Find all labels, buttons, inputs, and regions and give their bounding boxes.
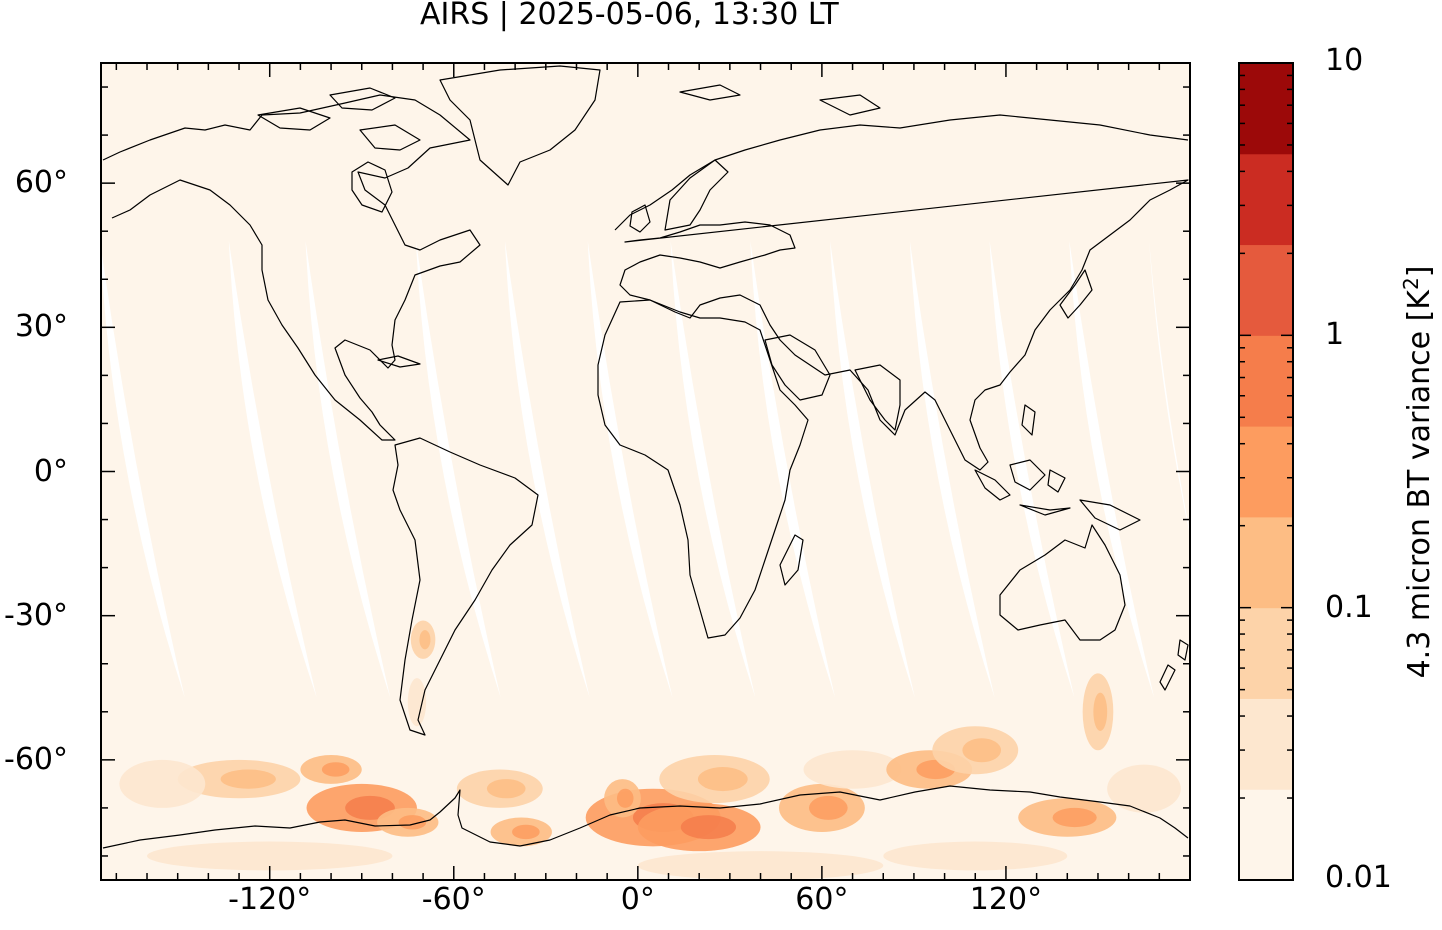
colorbar-tick-label: 1 [1325, 317, 1345, 353]
x-tick-label: -60° [421, 882, 486, 917]
variance-core [697, 767, 748, 792]
colorbar-band [1239, 789, 1293, 881]
colorbar-band [1239, 516, 1293, 609]
colorbar-ticks [1239, 74, 1293, 881]
colorbar-tick-label: 0.01 [1325, 860, 1392, 895]
variance-patch [407, 678, 427, 727]
y-tick-label: 30° [14, 309, 68, 345]
x-tick-label: 60° [795, 882, 849, 917]
variance-core [220, 769, 276, 789]
coastline-philippines [1021, 404, 1036, 436]
coastline-cuba [377, 355, 421, 368]
variance-core [1052, 807, 1097, 828]
variance-core [321, 762, 350, 777]
variance-core [486, 779, 526, 799]
variance-patch [1107, 764, 1181, 813]
colorbar-band [1239, 426, 1293, 518]
coastline-greenland [439, 65, 601, 186]
coastline-arctic-islands [257, 84, 881, 151]
coastline-antarctica [102, 785, 1189, 849]
coastline-scandinavia [664, 159, 729, 231]
coastline-maritime-continent [974, 459, 1141, 531]
coastline-india [854, 364, 901, 431]
colorbar-band [1239, 335, 1293, 427]
coastline-hudson-bay [351, 161, 393, 213]
variance-core [419, 630, 431, 650]
colorbar-band [1239, 63, 1293, 155]
coastline-australia [999, 524, 1126, 641]
plot-title: AIRS | 2025-05-06, 13:30 LT [420, 0, 839, 32]
colorbar-band [1239, 607, 1293, 699]
coastline-british-isles [629, 204, 651, 233]
variance-core [512, 824, 540, 840]
coastline-africa [597, 299, 809, 639]
colorbar-band [1239, 153, 1293, 246]
variance-core [1093, 692, 1108, 732]
y-tick-label: 60° [14, 165, 68, 201]
colorbar-label: 4.3 micron BT variance [K2] [1399, 265, 1437, 679]
variance-core [962, 738, 1002, 763]
variance-core [680, 815, 736, 840]
coastline-arabia [764, 334, 831, 401]
variance-core [809, 795, 848, 820]
coastline-south-america [392, 437, 539, 736]
variance-core [345, 795, 395, 820]
y-tick-label: -30° [4, 597, 68, 633]
x-tick-label: 0° [620, 882, 655, 917]
x-tick-label: 120° [969, 882, 1043, 917]
coastline-japan [1059, 269, 1093, 319]
y-tick-label: 0° [33, 453, 68, 489]
variance-patch [147, 841, 393, 871]
variance-patch [883, 841, 1068, 871]
y-tick-label: -60° [4, 741, 68, 777]
coastline-madagascar [779, 534, 804, 586]
colorbar-frame [1238, 62, 1294, 881]
coastline-new-zealand [1159, 639, 1189, 691]
x-tick-label: -120° [228, 882, 312, 917]
map-axis-ticks [101, 63, 1191, 880]
variance-core [398, 815, 427, 830]
variance-patch [119, 759, 206, 808]
coastline-layer [102, 65, 1189, 849]
coastline-north-america [102, 94, 481, 441]
coastline-eurasia [614, 114, 1189, 471]
colorbar-tick-label: 10 [1325, 43, 1364, 78]
colorbar-tick-label: 0.1 [1325, 589, 1373, 625]
variance-core [616, 788, 634, 808]
colorbar-band [1239, 698, 1293, 790]
variance-patch [803, 750, 902, 789]
colorbar-band [1239, 244, 1293, 336]
variance-layer [119, 620, 1181, 880]
colorbar [1239, 63, 1293, 881]
